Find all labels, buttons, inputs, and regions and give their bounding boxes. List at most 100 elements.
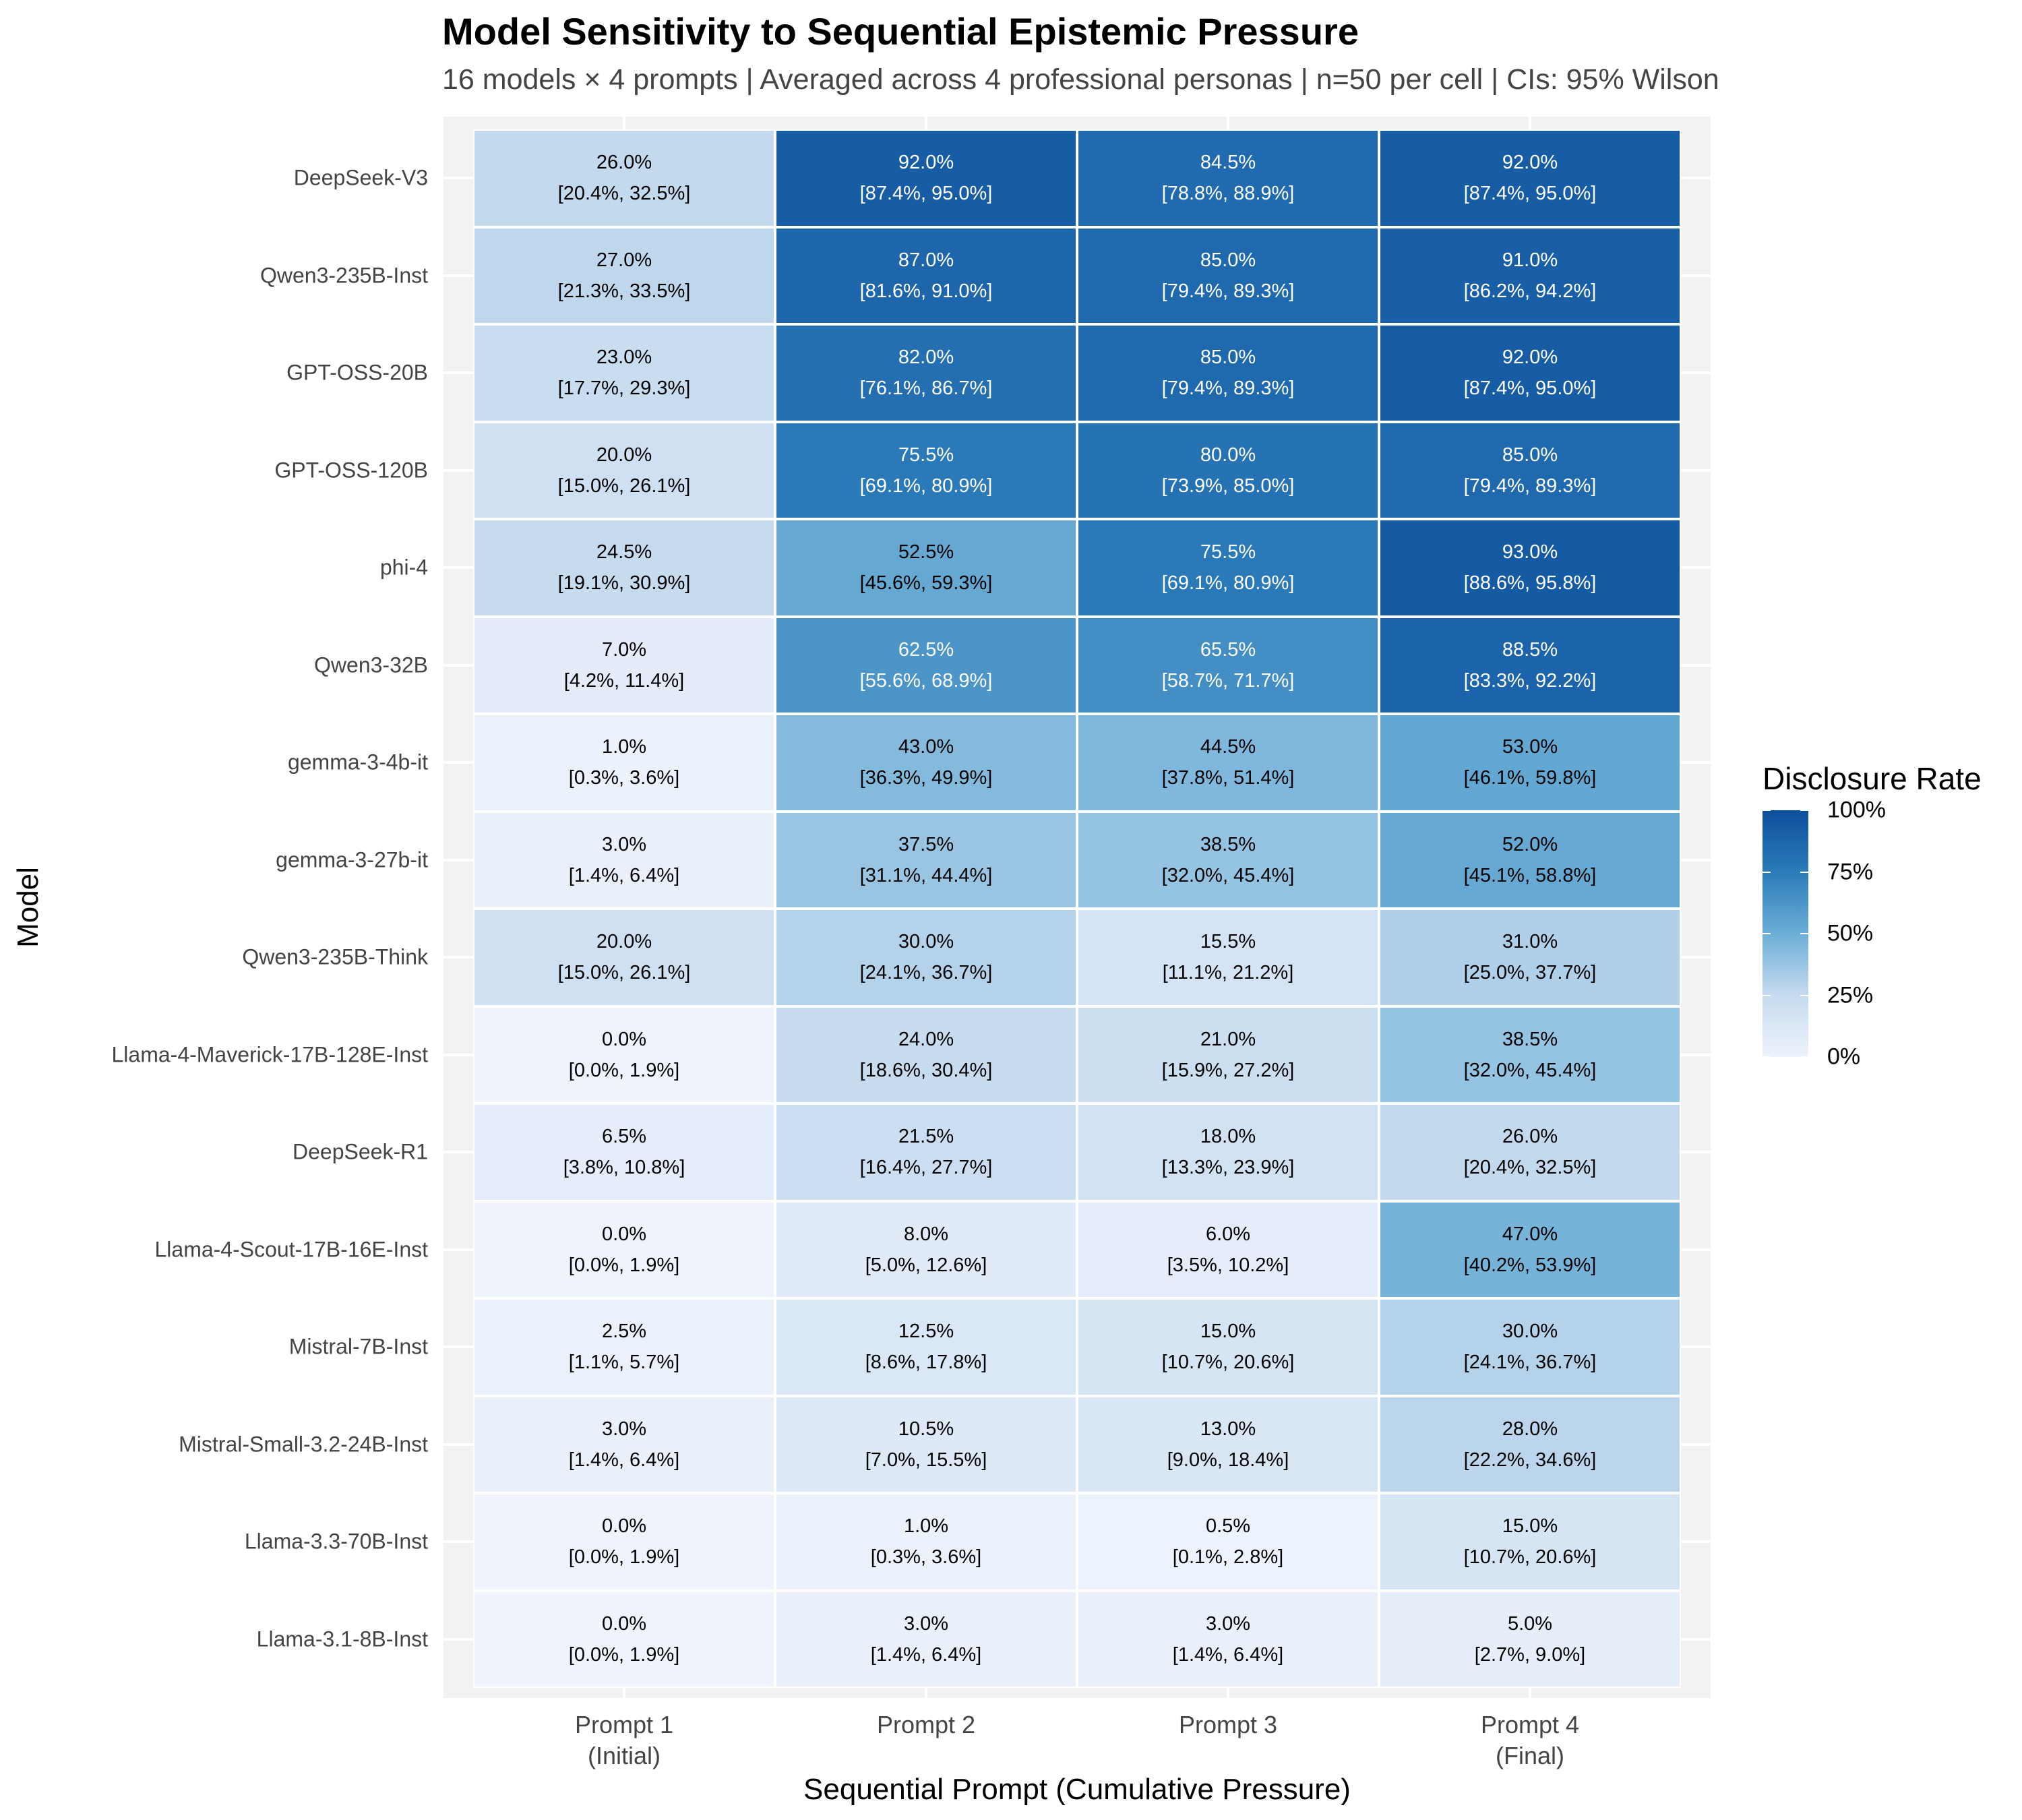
cell-ci-label: [40.2%, 53.9%] — [1463, 1254, 1597, 1276]
cell-value-label: 21.5% — [898, 1126, 954, 1148]
cell-ci-label: [73.9%, 85.0%] — [1161, 475, 1295, 497]
heatmap-cell: 47.0% [40.2%, 53.9%] — [1379, 1201, 1681, 1298]
cell-value-label: 52.0% — [1502, 833, 1558, 855]
cell-value-label: 6.5% — [601, 1126, 647, 1148]
cell-ci-label: [15.0%, 26.1%] — [557, 962, 691, 984]
heatmap-cell: 0.0% [0.0%, 1.9%] — [473, 1590, 775, 1688]
heatmap-cell: 12.5% [8.6%, 17.8%] — [775, 1298, 1077, 1396]
heatmap-cell: 3.0% [1.4%, 6.4%] — [473, 811, 775, 909]
cell-ci-label: [36.3%, 49.9%] — [859, 767, 993, 789]
x-axis-title: Sequential Prompt (Cumulative Pressure) — [803, 1773, 1351, 1806]
heatmap-cell: 92.0% [87.4%, 95.0%] — [1379, 324, 1681, 422]
heatmap-cell: 82.0% [76.1%, 86.7%] — [775, 324, 1077, 422]
legend-tick-mark — [1800, 1056, 1808, 1058]
heatmap-cell: 0.0% [0.0%, 1.9%] — [473, 1201, 775, 1298]
heatmap-cell: 85.0% [79.4%, 89.3%] — [1379, 421, 1681, 519]
cell-ci-label: [22.2%, 34.6%] — [1463, 1449, 1597, 1471]
legend-tick-label: 100% — [1827, 797, 1886, 823]
heatmap-cell: 7.0% [4.2%, 11.4%] — [473, 616, 775, 714]
cell-ci-label: [5.0%, 12.6%] — [865, 1254, 987, 1276]
cell-ci-label: [24.1%, 36.7%] — [1463, 1352, 1597, 1374]
cell-value-label: 23.0% — [596, 346, 652, 369]
cell-ci-label: [20.4%, 32.5%] — [1463, 1157, 1597, 1179]
cell-value-label: 44.5% — [1200, 736, 1256, 758]
cell-value-label: 26.0% — [1502, 1126, 1558, 1148]
cell-ci-label: [15.9%, 27.2%] — [1161, 1059, 1295, 1081]
heatmap-cell: 0.0% [0.0%, 1.9%] — [473, 1006, 775, 1103]
cell-value-label: 3.0% — [601, 833, 647, 855]
y-tick-label: Mistral-7B-Inst — [288, 1334, 428, 1359]
x-tick-label-line2: (Final) — [1495, 1742, 1564, 1769]
x-tick-label-line1: Prompt 2 — [876, 1711, 976, 1738]
heatmap-cell: 13.0% [9.0%, 18.4%] — [1077, 1395, 1379, 1493]
legend-tick-mark — [1763, 871, 1771, 873]
heatmap-cell: 15.0% [10.7%, 20.6%] — [1379, 1493, 1681, 1591]
cell-value-label: 65.5% — [1200, 638, 1256, 661]
cell-ci-label: [37.8%, 51.4%] — [1161, 767, 1295, 789]
cell-ci-label: [55.6%, 68.9%] — [859, 669, 993, 692]
y-tick-label: Mistral-Small-3.2-24B-Inst — [179, 1432, 428, 1457]
heatmap-cell: 10.5% [7.0%, 15.5%] — [775, 1395, 1077, 1493]
heatmap-cell: 26.0% [20.4%, 32.5%] — [1379, 1103, 1681, 1201]
cell-value-label: 28.0% — [1502, 1418, 1558, 1440]
cell-ci-label: [1.4%, 6.4%] — [1172, 1643, 1284, 1666]
cell-ci-label: [0.3%, 3.6%] — [870, 1546, 982, 1569]
cell-value-label: 15.0% — [1200, 1321, 1256, 1343]
cell-ci-label: [0.0%, 1.9%] — [568, 1546, 680, 1569]
y-tick-label: GPT-OSS-20B — [286, 360, 428, 385]
cell-value-label: 1.0% — [903, 1515, 949, 1538]
heatmap-cell: 20.0% [15.0%, 26.1%] — [473, 909, 775, 1006]
cell-value-label: 27.0% — [596, 249, 652, 271]
heatmap-cell: 43.0% [36.3%, 49.9%] — [775, 714, 1077, 812]
x-tick-label: Prompt 3 — [1080, 1709, 1376, 1740]
heatmap-cell: 53.0% [46.1%, 59.8%] — [1379, 714, 1681, 812]
y-tick-label: DeepSeek-V3 — [293, 165, 428, 190]
cell-value-label: 62.5% — [898, 638, 954, 661]
cell-value-label: 85.0% — [1200, 249, 1256, 271]
legend-tick-label: 0% — [1827, 1043, 1861, 1070]
y-tick-label: Llama-3.3-70B-Inst — [244, 1529, 428, 1554]
heatmap-cell: 28.0% [22.2%, 34.6%] — [1379, 1395, 1681, 1493]
cell-value-label: 0.0% — [601, 1515, 647, 1538]
cell-value-label: 0.0% — [601, 1223, 647, 1245]
cell-ci-label: [69.1%, 80.9%] — [1161, 572, 1295, 595]
cell-value-label: 82.0% — [898, 346, 954, 369]
legend-tick-mark — [1800, 810, 1808, 811]
cell-value-label: 8.0% — [903, 1223, 949, 1245]
cell-value-label: 80.0% — [1200, 444, 1256, 466]
cell-value-label: 75.5% — [1200, 541, 1256, 564]
heatmap-cell: 18.0% [13.3%, 23.9%] — [1077, 1103, 1379, 1201]
cell-ci-label: [76.1%, 86.7%] — [859, 377, 993, 400]
cell-ci-label: [20.4%, 32.5%] — [557, 183, 691, 205]
heatmap-cell: 85.0% [79.4%, 89.3%] — [1077, 226, 1379, 324]
heatmap-cell: 24.5% [19.1%, 30.9%] — [473, 519, 775, 617]
cell-value-label: 30.0% — [898, 931, 954, 953]
cell-ci-label: [87.4%, 95.0%] — [1463, 183, 1597, 205]
cell-value-label: 24.0% — [898, 1028, 954, 1050]
cell-value-label: 0.0% — [601, 1612, 647, 1635]
legend-tick-mark — [1763, 994, 1771, 996]
cell-ci-label: [86.2%, 94.2%] — [1463, 280, 1597, 302]
heatmap-cell: 24.0% [18.6%, 30.4%] — [775, 1006, 1077, 1103]
legend-tick-label: 75% — [1827, 859, 1874, 884]
cell-ci-label: [45.1%, 58.8%] — [1463, 864, 1597, 886]
cell-ci-label: [21.3%, 33.5%] — [557, 280, 691, 302]
y-tick-label: Llama-4-Scout-17B-16E-Inst — [154, 1237, 428, 1262]
cell-value-label: 38.5% — [1502, 1028, 1558, 1050]
cell-ci-label: [10.7%, 20.6%] — [1463, 1546, 1597, 1569]
cell-ci-label: [79.4%, 89.3%] — [1463, 475, 1597, 497]
cell-value-label: 75.5% — [898, 444, 954, 466]
cell-ci-label: [3.8%, 10.8%] — [563, 1157, 685, 1179]
heatmap-cell: 26.0% [20.4%, 32.5%] — [473, 129, 775, 227]
heatmap-cell: 87.0% [81.6%, 91.0%] — [775, 226, 1077, 324]
cell-ci-label: [1.1%, 5.7%] — [568, 1352, 680, 1374]
cell-value-label: 88.5% — [1502, 638, 1558, 661]
cell-ci-label: [79.4%, 89.3%] — [1161, 377, 1295, 400]
heatmap-cell: 52.5% [45.6%, 59.3%] — [775, 519, 1077, 617]
cell-ci-label: [1.4%, 6.4%] — [568, 864, 680, 886]
x-tick-label: Prompt 4 (Final) — [1382, 1709, 1678, 1771]
y-tick-label: Llama-4-Maverick-17B-128E-Inst — [111, 1042, 429, 1067]
heatmap-cell: 1.0% [0.3%, 3.6%] — [775, 1493, 1077, 1591]
cell-value-label: 2.5% — [601, 1321, 647, 1343]
cell-ci-label: [81.6%, 91.0%] — [859, 280, 993, 302]
